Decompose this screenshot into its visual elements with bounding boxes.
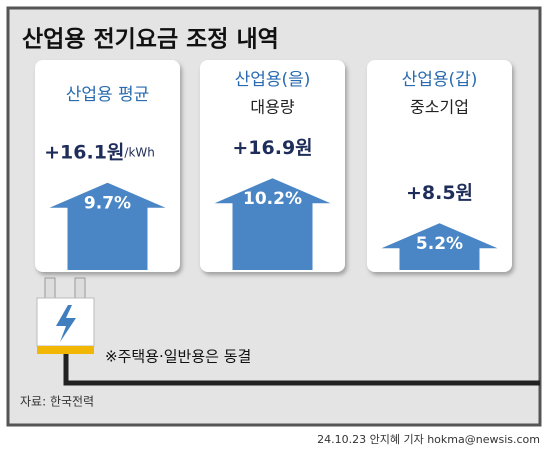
cards: 산업용 평균 9.7% +16.1원/kWh 산업용(을) 대용량 10.2% +16.9원… [35, 60, 512, 272]
plug-base [37, 346, 94, 354]
sub-label: 중소기업 [410, 98, 469, 117]
category-label: 산업용 평균 [66, 85, 150, 105]
increase-label: +16.1원/kWh [44, 141, 155, 163]
plug-pin [44, 277, 56, 301]
cable [63, 340, 540, 386]
increase-text: +16.1원 [44, 141, 124, 163]
plug [36, 277, 95, 354]
value-label: 9.7% [84, 194, 131, 214]
sub-label: 대용량 [250, 98, 294, 117]
category-label: 산업용(을) [235, 70, 311, 90]
arrow-bar [381, 223, 498, 270]
increase-label: +16.9원 [232, 137, 312, 159]
plug-pin [74, 277, 86, 301]
category-label: 산업용(갑) [402, 70, 478, 90]
card [367, 60, 512, 272]
value-label: 5.2% [416, 234, 463, 254]
title: 산업용 전기요금 조정 내역 [22, 27, 279, 53]
note: ※주택용·일반용은 동결 [105, 348, 251, 366]
bolt-icon [56, 305, 76, 342]
arrow-bar [49, 182, 166, 270]
credit: 24.10.23 안지혜 기자 hokma@newsis.com [317, 433, 540, 446]
unit-label: /kWh [124, 145, 154, 159]
arrow-bar [214, 178, 331, 270]
increase-label: +8.5원 [406, 182, 473, 204]
increase-text: +16.9원 [232, 137, 312, 159]
increase-text: +8.5원 [406, 182, 473, 204]
value-label: 10.2% [243, 189, 302, 209]
source: 자료: 한국전력 [20, 395, 94, 409]
